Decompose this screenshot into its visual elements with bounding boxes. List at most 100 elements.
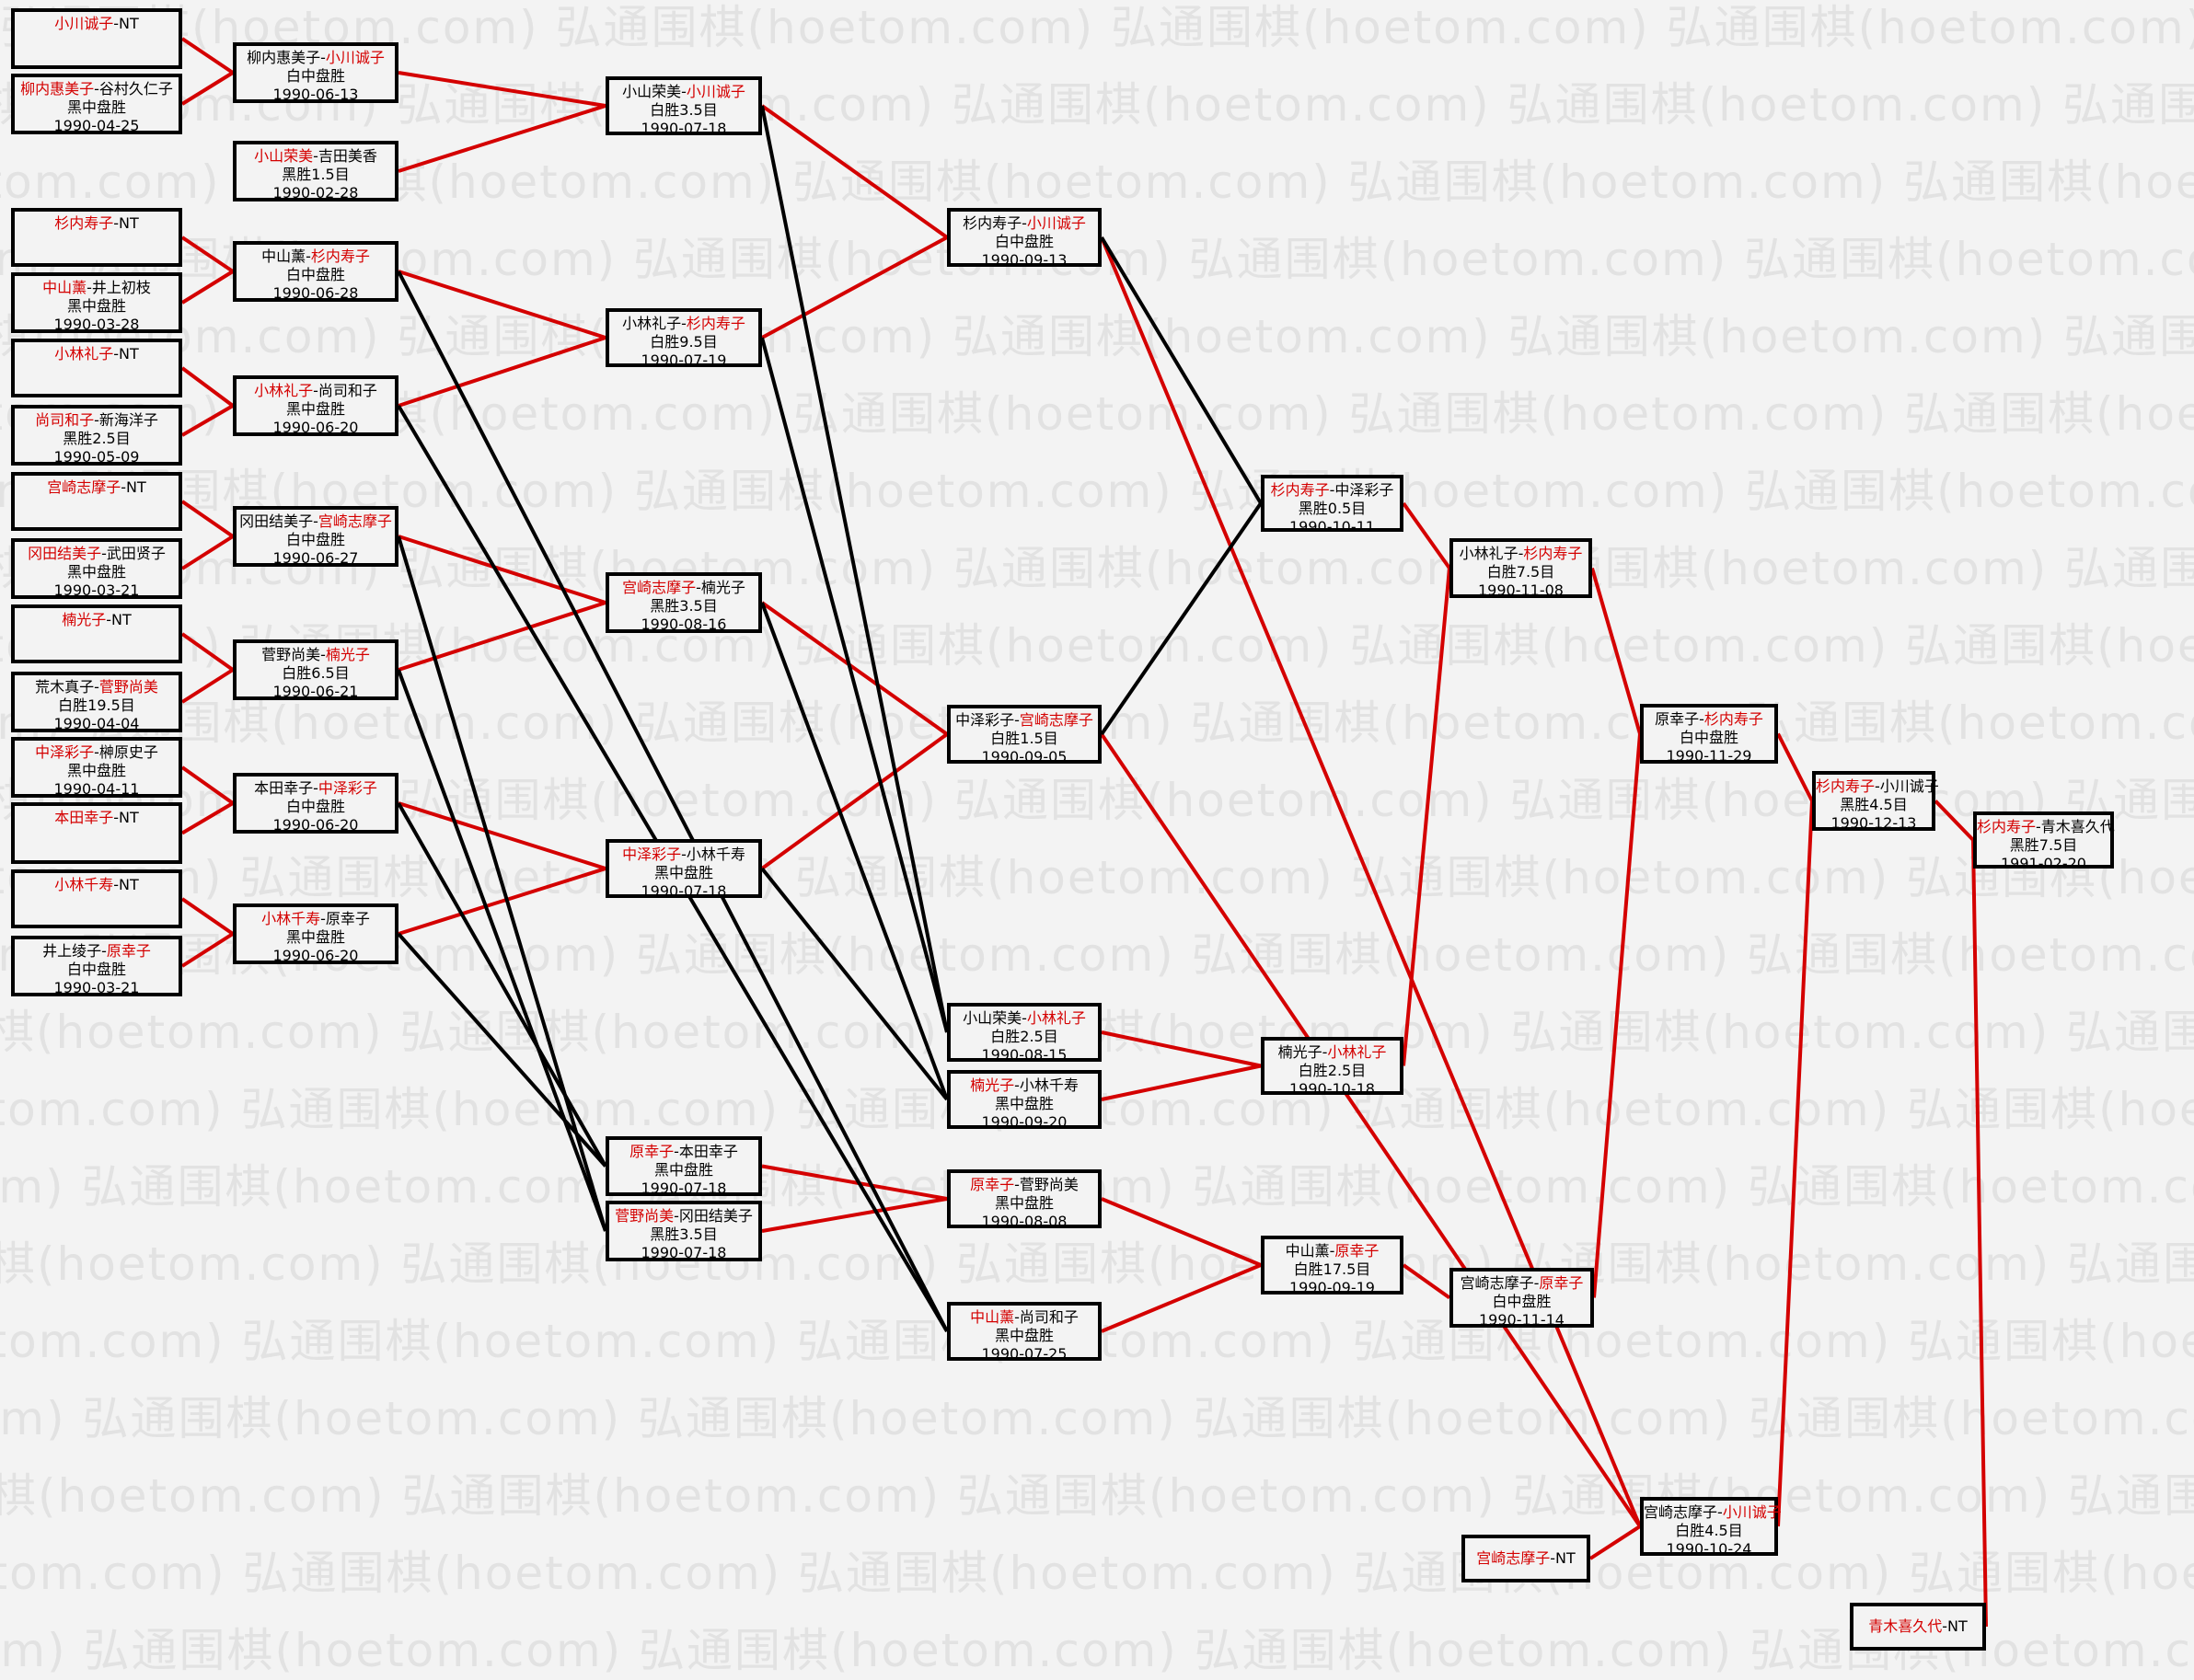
result-line: 白中盘胜 bbox=[285, 798, 345, 815]
date-line: 1990-06-20 bbox=[272, 816, 359, 834]
match-box-c6b1: 小林礼子-杉内寿子 白胜7.5目 1990-11-08 bbox=[1449, 538, 1592, 599]
players-line: 冈田结美子-宫崎志摩子 bbox=[237, 512, 395, 531]
date-line: 1990-05-09 bbox=[53, 448, 140, 466]
result-line: 黑中盘胜 bbox=[66, 98, 126, 116]
date-line: 1990-02-28 bbox=[272, 184, 359, 201]
players-line: 小林礼子-尚司和子 bbox=[237, 382, 395, 400]
winner-name: 楠光子 bbox=[970, 1076, 1015, 1094]
date-line: 1990-06-21 bbox=[272, 683, 359, 700]
winner-name: 杉内寿子 bbox=[1523, 545, 1583, 562]
winner-name: 原幸子 bbox=[1334, 1242, 1380, 1260]
winner-connector-line bbox=[180, 71, 235, 106]
date-line: 1990-06-27 bbox=[272, 549, 359, 567]
match-box-c2b5: 冈田结美子-宫崎志摩子 白中盘胜 1990-06-27 bbox=[233, 506, 398, 567]
player-name: -NT bbox=[113, 809, 139, 826]
match-box-c7b2: 宫崎志摩子-小川诚子 白胜4.5目 1990-10-24 bbox=[1640, 1497, 1782, 1558]
match-box-c3b4: 中泽彩子-小林千寿 黑中盘胜 1990-07-18 bbox=[606, 839, 762, 900]
players-line: 宫崎志摩子-楠光子 bbox=[609, 579, 758, 597]
winner-connector-line bbox=[180, 37, 235, 75]
match-box-c9b1: 杉内寿子-青木喜久代 黑胜7.5目 1991-02-20 bbox=[1973, 811, 2115, 872]
players-line: 小山荣美-小林礼子 bbox=[951, 1009, 1098, 1028]
winner-connector-line bbox=[1100, 732, 1642, 1528]
winner-name: 宫崎志摩子 bbox=[622, 579, 697, 596]
winner-connector-line bbox=[180, 801, 235, 835]
loser-connector-line bbox=[397, 932, 607, 1168]
loser-connector-line bbox=[1100, 501, 1263, 736]
match-box-c3b1: 小山荣美-小川诚子 白胜3.5目 1990-07-18 bbox=[606, 76, 762, 137]
players-line: 菅野尚美-楠光子 bbox=[237, 646, 395, 664]
date-line: 1990-08-16 bbox=[641, 616, 727, 633]
winner-name: 柳内惠美子 bbox=[20, 80, 95, 98]
date-line: 1990-03-21 bbox=[53, 979, 140, 996]
winner-connector-line bbox=[760, 732, 949, 870]
winner-connector-line bbox=[1592, 733, 1642, 1298]
player-name: 小林礼子- bbox=[1459, 545, 1524, 562]
seed-box-c8b2: 青木喜久代-NT bbox=[1850, 1603, 1986, 1651]
player-name: -楠光子 bbox=[696, 579, 745, 596]
players-line: 楠光子-小林千寿 bbox=[951, 1076, 1098, 1095]
player-name: -NT bbox=[113, 214, 139, 232]
seed-box-c1b13: 小林千寿-NT bbox=[11, 869, 182, 928]
loser-connector-line bbox=[760, 105, 949, 1033]
result-line: 白中盘胜 bbox=[1492, 1293, 1552, 1310]
player-name: -NT bbox=[121, 478, 146, 496]
winner-name: 原幸子 bbox=[106, 942, 151, 960]
match-box-c3b3: 宫崎志摩子-楠光子 黑胜3.5目 1990-08-16 bbox=[606, 572, 762, 633]
result-line: 白胜4.5目 bbox=[1675, 1522, 1743, 1539]
match-box-c3b6: 菅野尚美-冈田结美子 黑胜3.5目 1990-07-18 bbox=[606, 1201, 762, 1261]
player-name: -小林千寿 bbox=[681, 846, 745, 863]
winner-name: 原幸子 bbox=[629, 1143, 675, 1160]
players-line: 小山荣美-小川诚子 bbox=[609, 83, 758, 101]
date-line: 1990-04-11 bbox=[53, 780, 140, 798]
winner-name: 小林礼子 bbox=[1026, 1009, 1086, 1027]
match-box-c2b4: 小林礼子-尚司和子 黑中盘胜 1990-06-20 bbox=[233, 375, 398, 436]
result-line: 黑中盘胜 bbox=[285, 928, 345, 946]
winner-name: 小林礼子 bbox=[1327, 1043, 1387, 1061]
winner-name: 杉内寿子 bbox=[310, 247, 370, 265]
winner-connector-line bbox=[1101, 1030, 1262, 1068]
winner-connector-line bbox=[180, 897, 235, 936]
winner-name: 中泽彩子 bbox=[318, 779, 377, 797]
winner-connector-line bbox=[180, 632, 235, 672]
winner-name: 小川诚子 bbox=[54, 15, 114, 32]
player-name: -NT bbox=[113, 15, 139, 32]
result-line: 黑中盘胜 bbox=[994, 1327, 1054, 1344]
winner-name: 原幸子 bbox=[1539, 1274, 1584, 1292]
result-line: 白中盘胜 bbox=[285, 531, 345, 548]
result-line: 白胜2.5目 bbox=[1298, 1062, 1367, 1079]
match-box-c2b7: 本田幸子-中泽彩子 白中盘胜 1990-06-20 bbox=[233, 773, 398, 834]
winner-connector-line bbox=[1402, 568, 1451, 1066]
players-line: 杉内寿子-NT bbox=[15, 214, 179, 233]
seed-box-c1b1: 小川诚子-NT bbox=[11, 8, 182, 69]
match-box-c4b5: 原幸子-菅野尚美 黑中盘胜 1990-08-08 bbox=[947, 1169, 1102, 1230]
players-line: 本田幸子-中泽彩子 bbox=[237, 779, 395, 798]
match-box-c5b3: 中山薰-原幸子 白胜17.5目 1990-09-19 bbox=[1261, 1236, 1403, 1296]
seed-box-c1b7: 宫崎志摩子-NT bbox=[11, 472, 182, 531]
watermark-text: 弘通围棋(hoetom.com) 弘通围棋(hoetom.com) 弘通围棋(h… bbox=[0, 1392, 2194, 1445]
date-line: 1990-08-15 bbox=[981, 1046, 1068, 1064]
match-box-c2b6: 菅野尚美-楠光子 白胜6.5目 1990-06-21 bbox=[233, 639, 398, 700]
winner-name: 小山荣美 bbox=[254, 147, 314, 165]
result-line: 白胜6.5目 bbox=[282, 664, 350, 682]
player-name: 楠光子- bbox=[1277, 1043, 1328, 1061]
winner-connector-line bbox=[1101, 1197, 1262, 1267]
date-line: 1990-12-13 bbox=[1830, 814, 1917, 832]
match-box-c2b8: 小林千寿-原幸子 黑中盘胜 1990-06-20 bbox=[233, 903, 398, 964]
date-line: 1990-06-20 bbox=[272, 419, 359, 436]
players-line: 中山薰-井上初枝 bbox=[15, 279, 179, 297]
players-line: 井上绫子-原幸子 bbox=[15, 942, 179, 961]
watermark-text: 弘通围棋(hoetom.com) 弘通围棋(hoetom.com) 弘通围棋(h… bbox=[0, 851, 2194, 904]
winner-name: 菅野尚美 bbox=[615, 1207, 675, 1225]
result-line: 黑胜2.5目 bbox=[63, 430, 131, 447]
players-line: 中山薰-尚司和子 bbox=[951, 1308, 1098, 1327]
players-line: 杉内寿子-中泽彩子 bbox=[1264, 481, 1400, 500]
players-line: 小林礼子-杉内寿子 bbox=[1453, 545, 1588, 563]
players-line: 菅野尚美-冈田结美子 bbox=[609, 1207, 758, 1225]
date-line: 1990-10-24 bbox=[1666, 1540, 1752, 1558]
winner-connector-line bbox=[398, 104, 606, 173]
date-line: 1990-06-28 bbox=[272, 284, 359, 302]
players-line: 中山薰-原幸子 bbox=[1264, 1242, 1400, 1260]
players-line: 原幸子-杉内寿子 bbox=[1644, 710, 1774, 729]
player-name: -榊原史子 bbox=[94, 743, 158, 761]
player-name: -菅野尚美 bbox=[1014, 1176, 1079, 1193]
